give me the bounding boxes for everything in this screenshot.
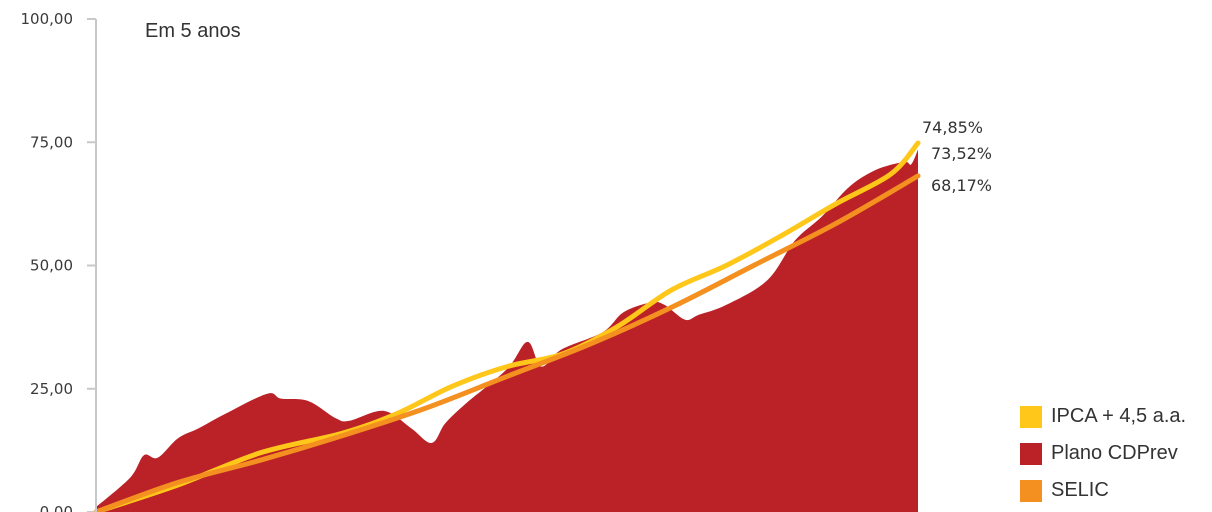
y-tick-label: 50,00 bbox=[30, 257, 73, 275]
end-labels: 74,85% 73,52% 68,17% bbox=[922, 118, 992, 195]
y-tick-label: 25,00 bbox=[30, 380, 73, 398]
y-tick-label: 0,00 bbox=[40, 503, 73, 512]
y-axis bbox=[87, 18, 97, 512]
legend-label-ipca: IPCA + 4,5 a.a. bbox=[1051, 405, 1187, 427]
end-label-ipca: 74,85% bbox=[922, 118, 983, 137]
legend-item-ipca: IPCA + 4,5 a.a. bbox=[1020, 398, 1210, 435]
legend-label-selic: SELIC bbox=[1051, 479, 1109, 501]
y-tick-label: 100,00 bbox=[21, 10, 74, 28]
series-area-plano-cdprev bbox=[96, 149, 918, 512]
legend-swatch-selic bbox=[1020, 479, 1042, 502]
y-tick-label: 75,00 bbox=[30, 133, 73, 151]
end-label-plano-cdprev: 73,52% bbox=[931, 144, 992, 163]
series-line-selic bbox=[93, 173, 921, 512]
area-layer bbox=[96, 149, 918, 512]
legend-swatch-ipca bbox=[1020, 405, 1042, 428]
legend: IPCA + 4,5 a.a. Plano CDPrev SELIC bbox=[1020, 398, 1210, 509]
legend-item-selic: SELIC bbox=[1020, 472, 1210, 509]
end-label-selic: 68,17% bbox=[931, 176, 992, 195]
legend-swatch-plano-cdprev bbox=[1020, 442, 1042, 465]
chart-title: Em 5 anos bbox=[145, 20, 241, 42]
y-tick-labels: 0,00 25,00 50,00 75,00 100,00 bbox=[21, 10, 74, 512]
legend-label-plano-cdprev: Plano CDPrev bbox=[1051, 442, 1178, 464]
legend-item-plano-cdprev: Plano CDPrev bbox=[1020, 435, 1210, 472]
line-layer bbox=[93, 140, 921, 512]
